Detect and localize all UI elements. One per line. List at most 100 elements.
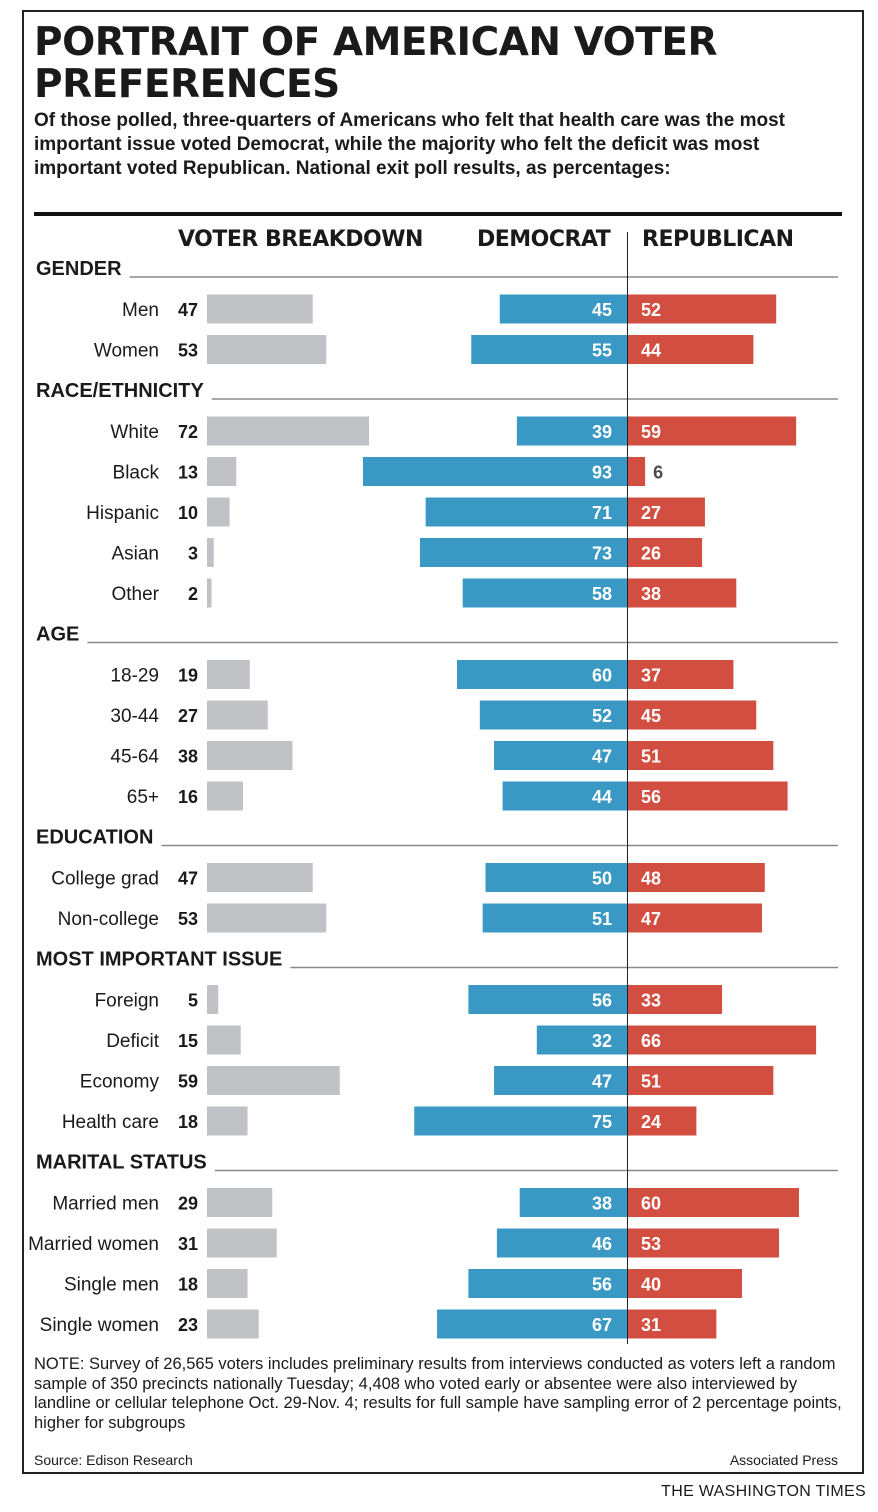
- row-label-65: 65+: [127, 787, 159, 808]
- republican-bar-18-29: [628, 660, 734, 689]
- breakdown-value-non-college: 53: [178, 909, 198, 929]
- breakdown-bar-single-women: [207, 1309, 259, 1339]
- democrat-value-women: 55: [592, 341, 612, 361]
- chart-subtitle: Of those polled, three-quarters of Ameri…: [34, 110, 786, 179]
- democrat-bar-65: [502, 781, 628, 811]
- row-label-other: Other: [111, 584, 159, 605]
- republican-value-married-women: 53: [641, 1234, 661, 1254]
- breakdown-value-foreign: 5: [188, 991, 198, 1011]
- breakdown-value-single-women: 23: [178, 1315, 198, 1335]
- breakdown-bar-college-grad: [207, 863, 313, 892]
- breakdown-value-45-64: 38: [178, 747, 198, 767]
- democrat-value-health-care: 75: [592, 1112, 612, 1132]
- row-label-health-care: Health care: [62, 1112, 159, 1133]
- republican-bar-health-care: [628, 1106, 697, 1136]
- section-label-age: AGE: [36, 624, 79, 646]
- breakdown-bar-economy: [207, 1066, 340, 1095]
- section-label-marital-status: MARITAL STATUS: [36, 1152, 207, 1174]
- header-rule: [34, 212, 842, 216]
- democrat-value-45-64: 47: [592, 747, 612, 767]
- breakdown-bar-married-women: [207, 1228, 277, 1258]
- democrat-bar-18-29: [457, 660, 628, 689]
- republican-value-hispanic: 27: [641, 503, 661, 523]
- breakdown-bar-white: [207, 416, 369, 446]
- breakdown-value-white: 72: [178, 422, 198, 442]
- democrat-value-asian: 73: [592, 544, 612, 564]
- republican-bar-deficit: [628, 1025, 817, 1055]
- republican-bar-black: [628, 457, 646, 486]
- row-label-married-men: Married men: [52, 1194, 159, 1215]
- row-label-foreign: Foreign: [95, 991, 159, 1012]
- publisher-name: THE WASHINGTON TIMES: [661, 1483, 866, 1500]
- republican-bar-men: [628, 294, 777, 324]
- republican-bar-45-64: [628, 741, 774, 770]
- breakdown-value-30-44: 27: [178, 706, 198, 726]
- democrat-bar-black: [362, 457, 628, 486]
- democrat-value-black: 93: [592, 463, 612, 483]
- republican-bar-married-women: [628, 1228, 780, 1258]
- democrat-bar-men: [499, 294, 628, 324]
- row-label-white: White: [110, 422, 159, 443]
- breakdown-bar-men: [207, 294, 313, 324]
- breakdown-value-college-grad: 47: [178, 869, 198, 889]
- breakdown-value-deficit: 15: [178, 1031, 198, 1051]
- breakdown-value-men: 47: [178, 300, 198, 320]
- breakdown-value-black: 13: [178, 463, 198, 483]
- democrat-value-men: 45: [592, 300, 612, 320]
- row-label-men: Men: [122, 300, 159, 321]
- democrat-bar-30-44: [479, 700, 628, 730]
- republican-value-non-college: 47: [641, 909, 661, 929]
- republican-bar-30-44: [628, 700, 757, 730]
- row-label-30-44: 30-44: [110, 706, 159, 727]
- republican-value-single-women: 31: [641, 1315, 661, 1335]
- row-label-married-women: Married women: [28, 1234, 159, 1255]
- breakdown-bar-foreign: [207, 985, 219, 1014]
- row-label-asian: Asian: [111, 544, 159, 565]
- republican-bar-non-college: [628, 903, 762, 933]
- breakdown-bar-single-men: [207, 1269, 248, 1298]
- republican-value-health-care: 24: [641, 1112, 661, 1132]
- republican-bar-foreign: [628, 985, 723, 1014]
- republican-bar-single-men: [628, 1269, 742, 1298]
- democrat-bar-health-care: [414, 1106, 628, 1136]
- democrat-value-single-men: 56: [592, 1275, 612, 1295]
- democrat-value-college-grad: 50: [592, 869, 612, 889]
- row-label-deficit: Deficit: [106, 1031, 160, 1052]
- republican-bar-65: [628, 781, 788, 811]
- republican-value-deficit: 66: [641, 1031, 661, 1051]
- breakdown-bar-30-44: [207, 700, 268, 730]
- republican-bar-economy: [628, 1066, 774, 1095]
- democrat-value-single-women: 67: [592, 1315, 612, 1335]
- democrat-bar-married-men: [519, 1188, 628, 1217]
- republican-value-18-29: 37: [641, 666, 661, 686]
- breakdown-value-65: 16: [178, 787, 198, 807]
- breakdown-bar-asian: [207, 538, 214, 567]
- republican-bar-women: [628, 335, 754, 364]
- row-label-economy: Economy: [80, 1072, 160, 1093]
- breakdown-bar-black: [207, 457, 237, 486]
- republican-value-foreign: 33: [641, 991, 661, 1011]
- breakdown-bar-65: [207, 781, 243, 811]
- row-label-women: Women: [94, 341, 159, 362]
- republican-bar-hispanic: [628, 497, 705, 527]
- row-label-black: Black: [113, 463, 160, 484]
- republican-value-black: 6: [653, 463, 663, 483]
- republican-value-married-men: 60: [641, 1194, 661, 1214]
- democrat-value-hispanic: 71: [592, 503, 612, 523]
- republican-bar-white: [628, 416, 797, 446]
- democrat-value-married-women: 46: [592, 1234, 612, 1254]
- democrat-value-65: 44: [592, 787, 612, 807]
- breakdown-bar-women: [207, 335, 327, 364]
- democrat-value-economy: 47: [592, 1072, 612, 1092]
- republican-value-single-men: 40: [641, 1275, 661, 1295]
- democrat-value-white: 39: [592, 422, 612, 442]
- breakdown-bar-deficit: [207, 1025, 241, 1055]
- breakdown-value-married-women: 31: [178, 1234, 198, 1254]
- breakdown-bar-hispanic: [207, 497, 230, 527]
- democrat-value-married-men: 38: [592, 1194, 612, 1214]
- column-header-democrat: DEMOCRAT: [477, 227, 611, 252]
- republican-bar-asian: [628, 538, 703, 567]
- republican-value-asian: 26: [641, 544, 661, 564]
- breakdown-value-hispanic: 10: [178, 503, 198, 523]
